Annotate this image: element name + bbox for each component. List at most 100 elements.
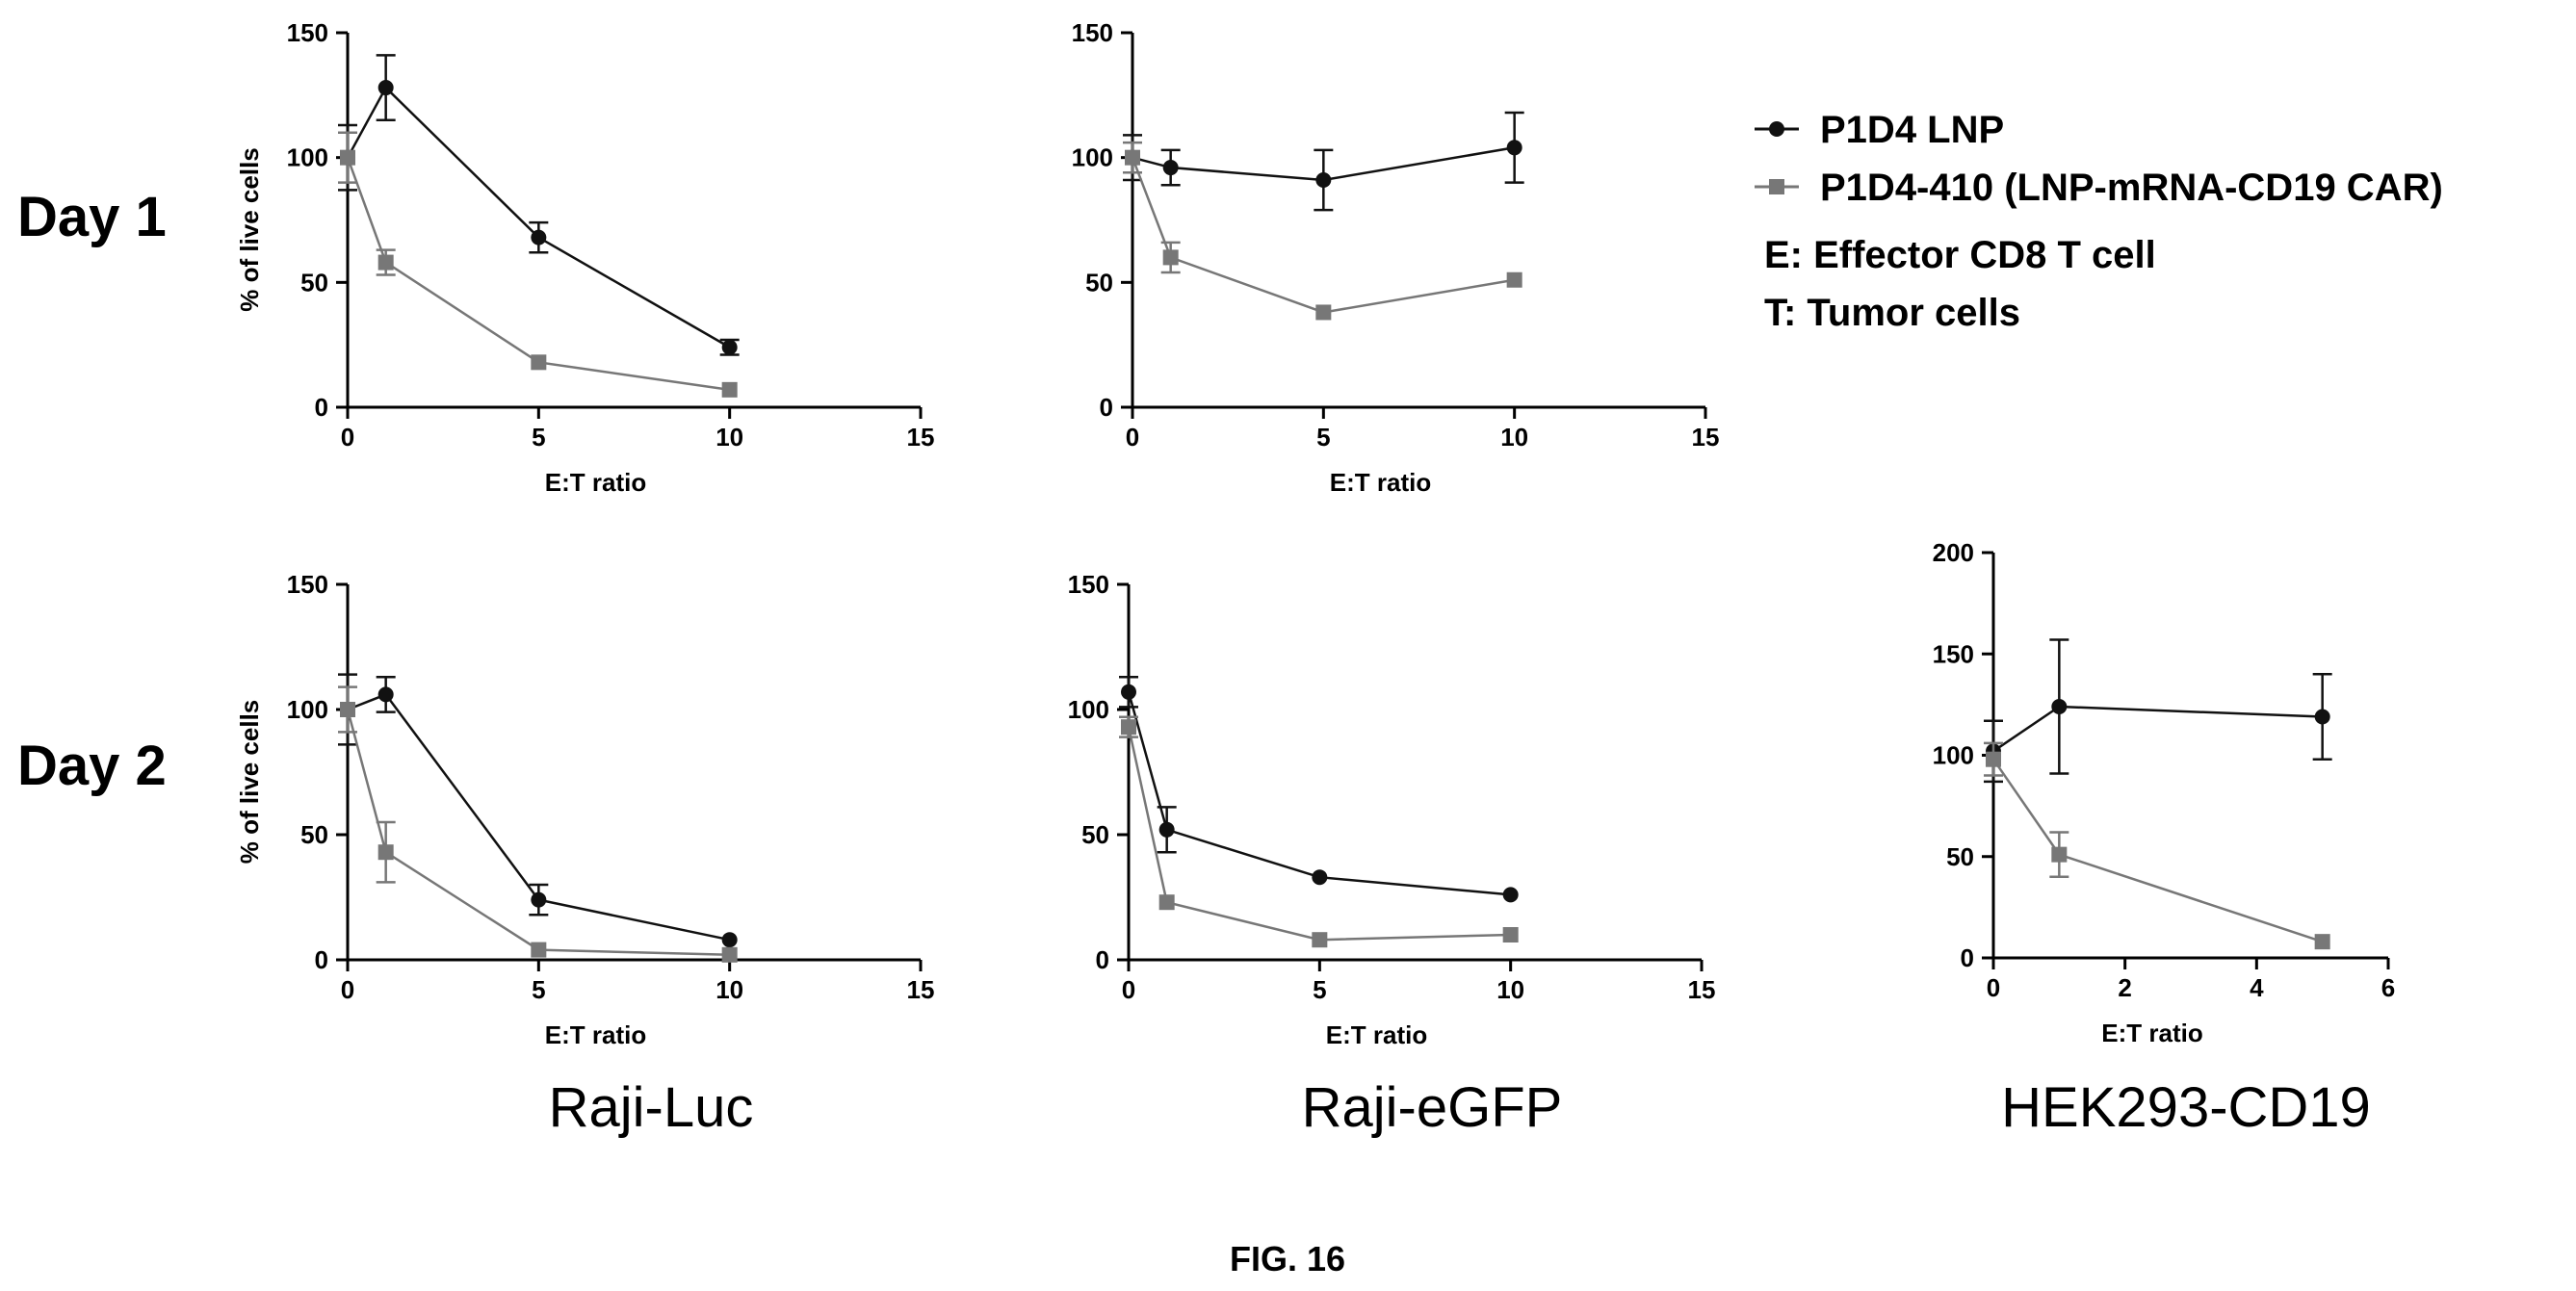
x-tick-label: 0 xyxy=(1987,973,2000,1002)
legend-marker-circle xyxy=(1769,121,1784,137)
data-point xyxy=(377,80,394,96)
data-point xyxy=(721,932,738,948)
data-point xyxy=(340,702,355,717)
y-tick-label: 100 xyxy=(287,143,328,172)
data-point xyxy=(1986,751,2001,767)
data-point xyxy=(721,946,738,963)
y-tick-label: 50 xyxy=(300,268,328,297)
x-tick-label: 6 xyxy=(2381,973,2395,1002)
data-point xyxy=(377,254,394,271)
y-tick-label: 100 xyxy=(287,695,328,724)
x-tick-label: 15 xyxy=(907,423,935,452)
y-tick-label: 150 xyxy=(287,18,328,47)
data-point xyxy=(1502,887,1519,903)
x-axis-label: E:T ratio xyxy=(545,1020,646,1049)
y-tick-label: 50 xyxy=(1946,842,1974,871)
series-line xyxy=(1127,726,1511,942)
x-tick-label: 0 xyxy=(1122,975,1135,1004)
data-point xyxy=(1312,932,1328,948)
x-tick-label: 5 xyxy=(1313,975,1326,1004)
series-line xyxy=(1131,157,1515,314)
y-tick-label: 0 xyxy=(1096,945,1109,974)
column-title-hek293-cd19: HEK293-CD19 xyxy=(2001,1076,2371,1139)
data-point xyxy=(377,844,394,861)
data-point xyxy=(340,149,355,166)
data-point xyxy=(1162,249,1179,266)
data-point xyxy=(2314,709,2330,725)
series-line xyxy=(346,86,731,349)
data-point xyxy=(1312,869,1328,886)
y-tick-label: 150 xyxy=(287,570,328,599)
series-line xyxy=(346,709,730,957)
legend-label-p1d4-410: P1D4-410 (LNP-mRNA-CD19 CAR) xyxy=(1820,167,2443,209)
data-point xyxy=(1162,160,1179,176)
row-label-day1: Day 1 xyxy=(17,186,167,248)
x-tick-label: 4 xyxy=(2250,973,2264,1002)
data-point xyxy=(531,942,547,958)
data-point xyxy=(721,381,738,398)
x-tick-label: 5 xyxy=(532,975,545,1004)
legend-note-effector: E: Effector CD8 T cell xyxy=(1764,234,2156,276)
chart-day2-hek293-cd19: 0 2 4 6 0 50 100 150 200 E:T ratio xyxy=(1933,538,2396,1047)
x-axis-label: E:T ratio xyxy=(1326,1020,1427,1049)
y-tick-label: 150 xyxy=(1933,639,1974,668)
series-line xyxy=(1132,146,1515,182)
x-tick-label: 5 xyxy=(1316,423,1330,452)
x-axis-label: E:T ratio xyxy=(2101,1019,2202,1047)
x-tick-label: 2 xyxy=(2118,973,2131,1002)
x-tick-label: 15 xyxy=(907,975,935,1004)
row-label-day2: Day 2 xyxy=(17,735,167,797)
data-point xyxy=(1158,894,1175,911)
legend-label-p1d4-lnp: P1D4 LNP xyxy=(1820,109,2004,151)
y-tick-label: 100 xyxy=(1072,143,1113,172)
column-title-raji-luc: Raji-Luc xyxy=(549,1076,754,1139)
data-point xyxy=(1121,684,1136,700)
x-tick-label: 5 xyxy=(532,423,545,452)
x-tick-label: 10 xyxy=(1500,423,1528,452)
x-tick-label: 10 xyxy=(716,975,743,1004)
series-line xyxy=(1991,758,2324,943)
x-tick-label: 15 xyxy=(1692,423,1720,452)
data-point xyxy=(531,891,547,908)
data-point xyxy=(531,229,547,245)
y-tick-label: 100 xyxy=(1933,741,1974,770)
legend-marker-square xyxy=(1769,179,1784,194)
data-point xyxy=(1506,140,1522,156)
x-axis-label: E:T ratio xyxy=(545,468,646,497)
x-tick-label: 0 xyxy=(1126,423,1139,452)
x-tick-label: 0 xyxy=(341,975,354,1004)
x-tick-label: 10 xyxy=(1496,975,1524,1004)
x-tick-label: 10 xyxy=(716,423,743,452)
data-point xyxy=(721,339,738,355)
x-tick-label: 0 xyxy=(341,423,354,452)
y-tick-label: 0 xyxy=(315,393,328,422)
legend: P1D4 LNP P1D4-410 (LNP-mRNA-CD19 CAR) E:… xyxy=(1755,109,2443,334)
series-line xyxy=(1992,705,2323,753)
y-tick-label: 50 xyxy=(300,820,328,849)
x-tick-label: 15 xyxy=(1688,975,1716,1004)
y-tick-label: 0 xyxy=(1100,393,1113,422)
y-tick-label: 100 xyxy=(1068,695,1109,724)
data-point xyxy=(1502,927,1519,942)
data-point xyxy=(377,686,394,703)
series-line xyxy=(347,692,730,942)
series-line xyxy=(1127,691,1511,896)
series-line xyxy=(346,157,730,392)
data-point xyxy=(2051,698,2068,714)
y-axis-label: % of live cells xyxy=(235,700,264,865)
data-point xyxy=(1506,271,1522,288)
data-point xyxy=(1125,149,1140,166)
data-point xyxy=(2051,846,2068,863)
y-tick-label: 50 xyxy=(1081,820,1109,849)
data-point xyxy=(531,354,547,371)
data-point xyxy=(1158,821,1175,838)
y-tick-label: 200 xyxy=(1933,538,1974,567)
data-point xyxy=(1121,719,1136,736)
column-title-raji-egfp: Raji-eGFP xyxy=(1302,1076,1563,1139)
x-axis-label: E:T ratio xyxy=(1330,468,1431,497)
